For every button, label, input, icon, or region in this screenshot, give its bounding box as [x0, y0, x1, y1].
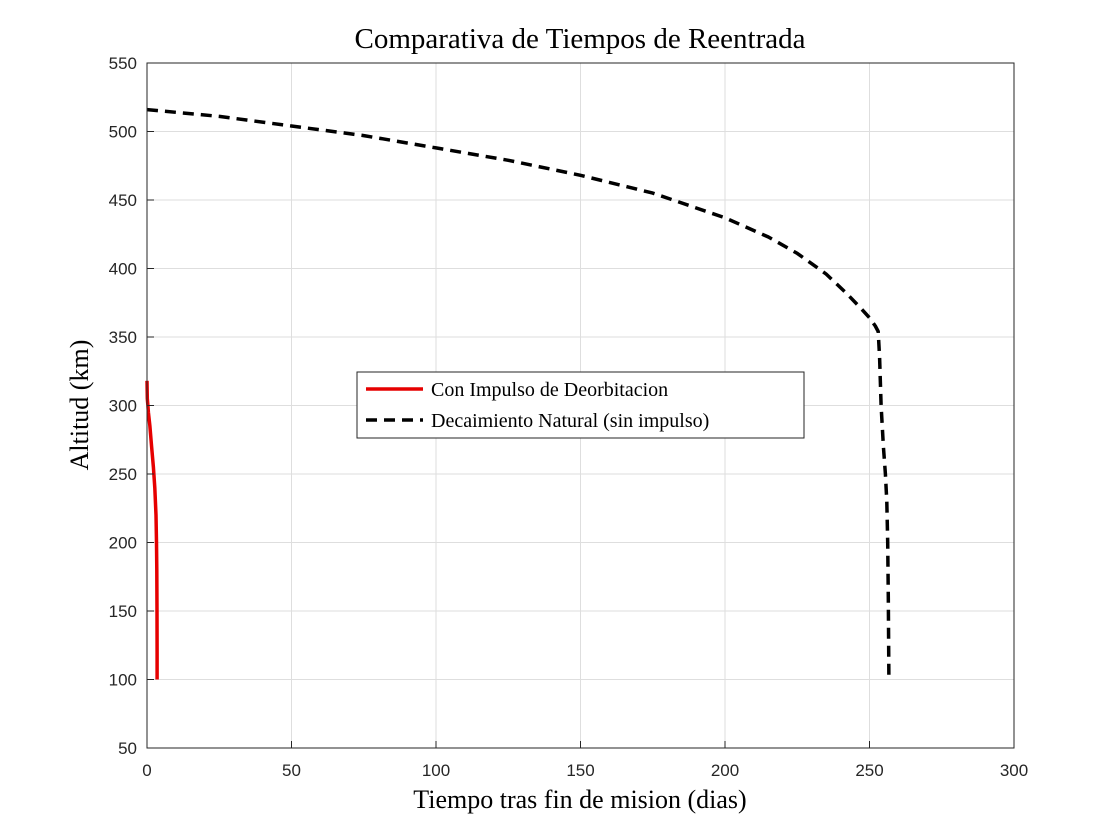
- y-tick-label: 50: [118, 739, 137, 758]
- legend: Con Impulso de Deorbitacion Decaimiento …: [356, 371, 805, 439]
- series-line-deorbit-impulse: [145, 380, 159, 680]
- y-tick-label: 400: [109, 260, 137, 279]
- legend-label-natural: Decaimiento Natural (sin impulso): [431, 410, 709, 432]
- y-tick-label: 450: [109, 191, 137, 210]
- legend-box: [356, 371, 805, 439]
- x-tick-label: 100: [422, 761, 450, 780]
- x-tick-label: 150: [566, 761, 594, 780]
- x-axis-label: Tiempo tras fin de mision (dias): [413, 785, 746, 814]
- y-tick-label: 300: [109, 397, 137, 416]
- x-tick-label: 0: [142, 761, 151, 780]
- x-tick-label: 250: [855, 761, 883, 780]
- y-tick-label: 100: [109, 671, 137, 690]
- y-tick-label: 550: [109, 54, 137, 73]
- x-tick-label: 50: [282, 761, 301, 780]
- legend-label-deorbit: Con Impulso de Deorbitacion: [431, 379, 668, 401]
- x-tick-labels: 0 50 100 150 200 250 300: [142, 741, 1028, 780]
- y-tick-label: 500: [109, 123, 137, 142]
- x-tick-label: 300: [1000, 761, 1028, 780]
- chart-title: Comparativa de Tiempos de Reentrada: [354, 23, 805, 55]
- series-group: [145, 107, 891, 680]
- y-tick-labels: 50 100 150 200 250 300 350 400 450 500 550: [109, 54, 154, 758]
- x-tick-label: 200: [711, 761, 739, 780]
- y-tick-label: 250: [109, 465, 137, 484]
- y-tick-label: 200: [109, 534, 137, 553]
- y-tick-label: 150: [109, 602, 137, 621]
- series-line-natural-decay: [146, 107, 891, 680]
- y-tick-label: 350: [109, 328, 137, 347]
- y-axis-label: Altitud (km): [65, 340, 94, 471]
